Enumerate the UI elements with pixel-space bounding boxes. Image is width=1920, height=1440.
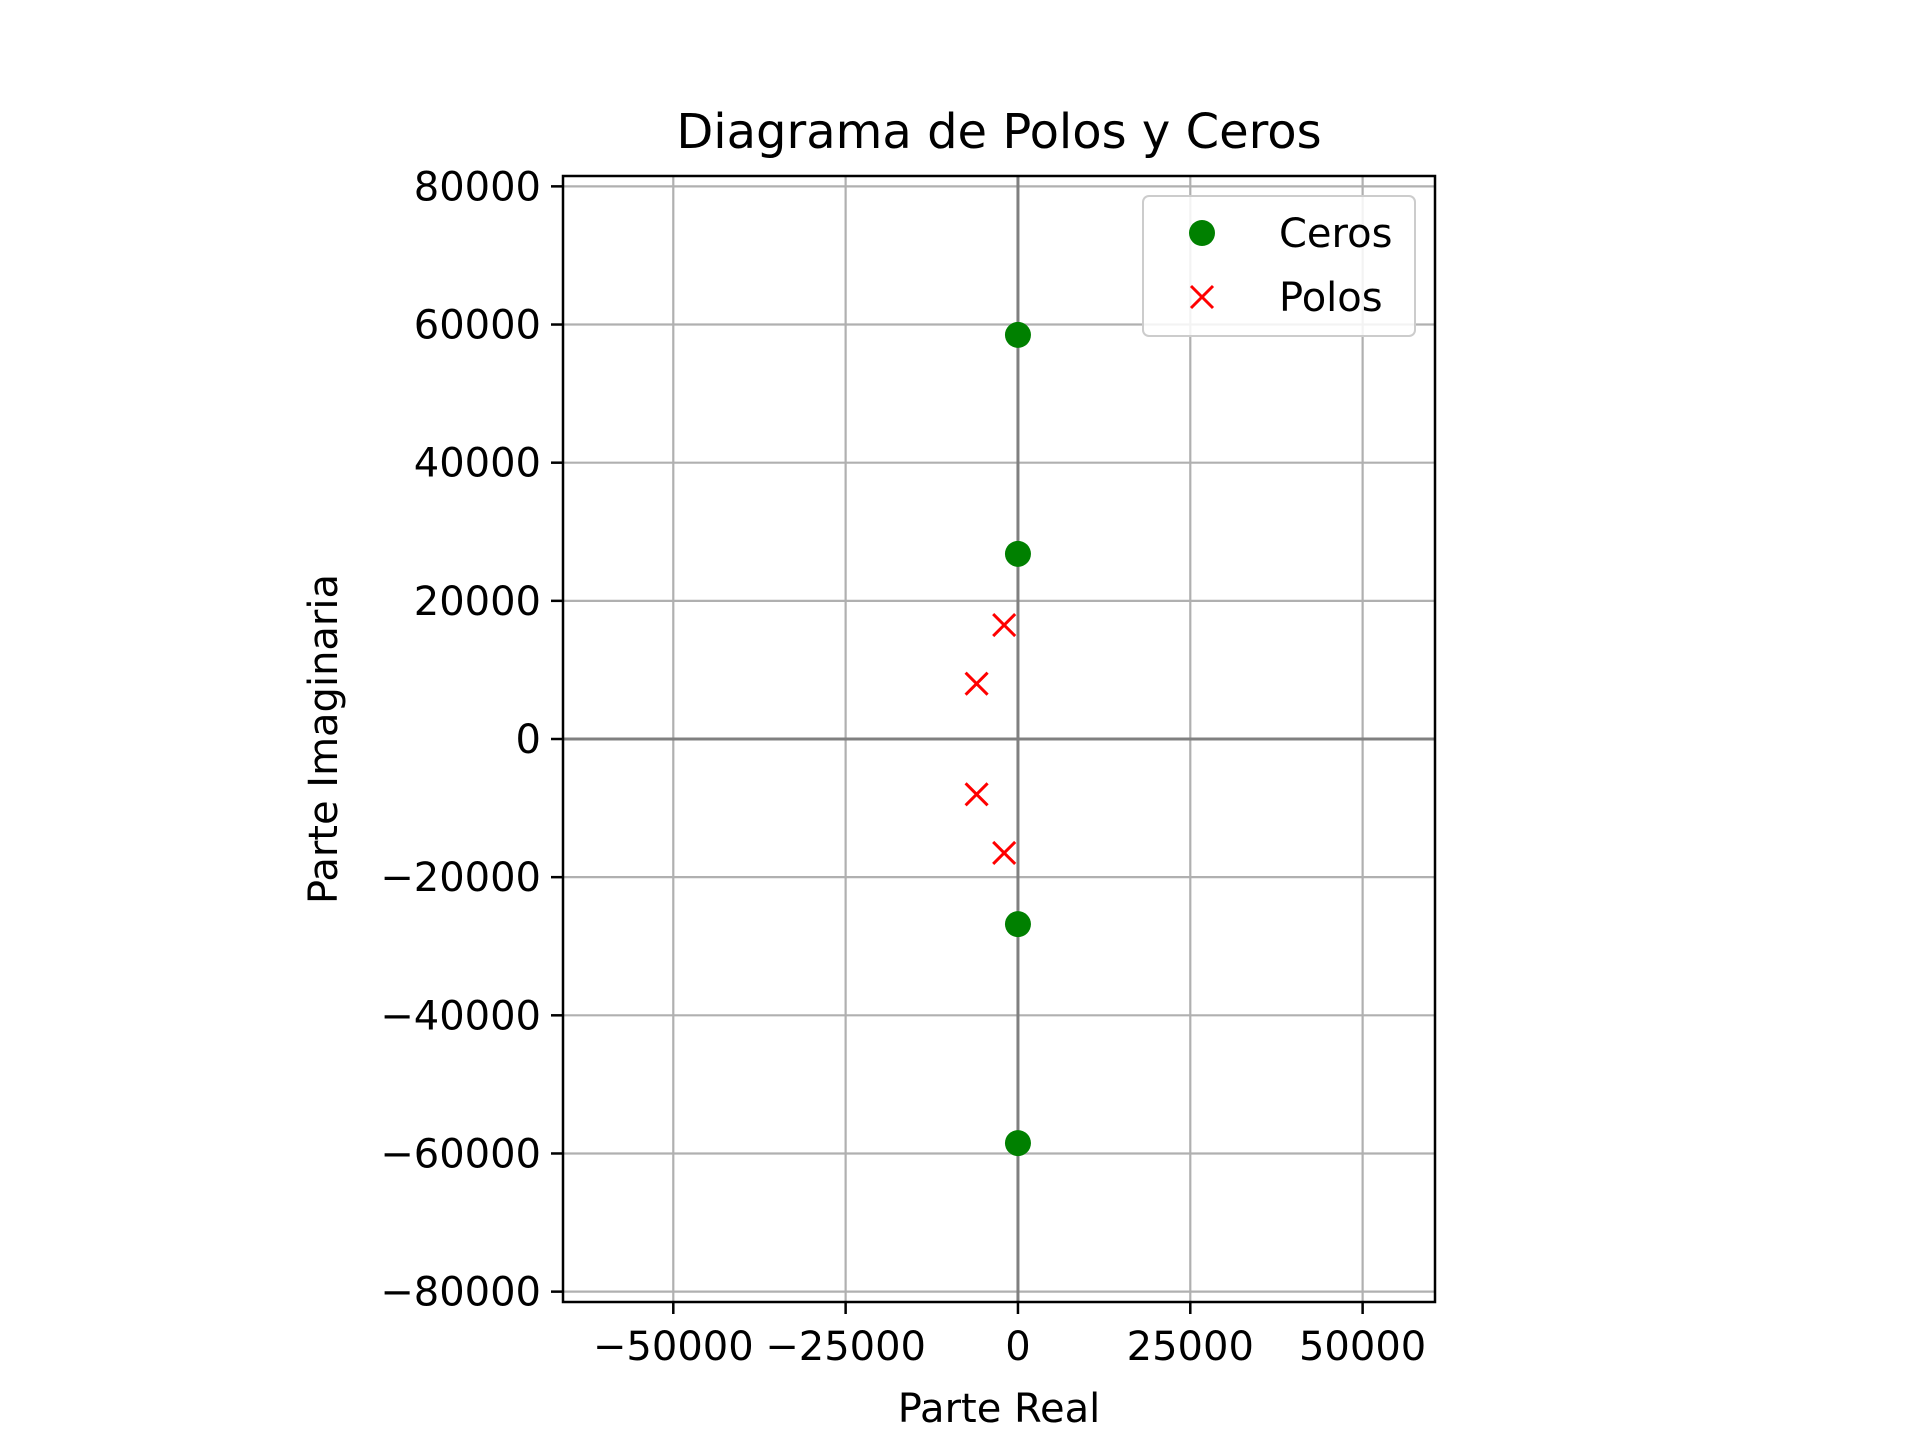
polos-point-2	[964, 671, 989, 696]
x-tick-label: 25000	[1127, 1324, 1254, 1370]
legend-marker-polos	[1189, 284, 1215, 310]
legend-label-ceros: Ceros	[1279, 211, 1392, 257]
x-tick-label: −50000	[593, 1324, 754, 1370]
data-points	[964, 321, 1031, 1157]
axis-ticks: −50000 −25000 0 25000 50000 −80000 −60000 −4000…	[380, 164, 1426, 1370]
x-tick-label: 0	[1005, 1324, 1030, 1370]
y-tick-label: 40000	[414, 441, 541, 487]
y-axis-label: Parte Imaginaria	[301, 574, 347, 904]
y-tick-label: 60000	[414, 303, 541, 349]
y-tick-label: 20000	[414, 579, 541, 625]
chart-title: Diagrama de Polos y Ceros	[676, 104, 1321, 160]
reference-axes	[563, 176, 1435, 1302]
x-axis-label: Parte Real	[898, 1386, 1101, 1432]
y-tick-label: −20000	[380, 855, 541, 901]
legend-marker-ceros	[1189, 220, 1215, 246]
y-tick-label: 80000	[414, 164, 541, 210]
y-tick-label: −80000	[380, 1270, 541, 1316]
ceros-point-1	[1004, 321, 1031, 348]
ceros-point-3	[1004, 911, 1031, 938]
y-tick-label: −40000	[380, 993, 541, 1039]
polos-point-1	[992, 612, 1017, 638]
legend: Ceros Polos	[1142, 195, 1416, 337]
y-tick-label: −60000	[380, 1131, 541, 1177]
x-tick-label: 50000	[1299, 1324, 1426, 1370]
ceros-point-4	[1004, 1130, 1031, 1157]
x-tick-label: −25000	[765, 1324, 926, 1370]
polos-point-4	[992, 840, 1017, 866]
polos-point-3	[964, 782, 989, 807]
ceros-point-2	[1004, 540, 1031, 567]
y-tick-label: 0	[516, 717, 541, 763]
legend-label-polos: Polos	[1279, 275, 1383, 321]
